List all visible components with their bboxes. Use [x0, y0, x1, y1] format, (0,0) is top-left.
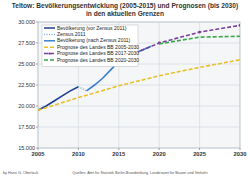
- legend-swatch: [44, 27, 55, 29]
- legend-label: Bevölkerung (vor Zensus 2011): [57, 25, 127, 31]
- source: Quellen: Amt für Statistik Berlin-Brande…: [72, 171, 208, 175]
- x-tick-label: 2025: [193, 151, 207, 157]
- x-tick-label: 2015: [112, 151, 126, 157]
- grid-line: [240, 22, 241, 148]
- legend-swatch: [44, 46, 55, 48]
- legend-swatch: [44, 40, 55, 42]
- grid-line: [38, 106, 240, 107]
- tick: [199, 148, 200, 150]
- legend-swatch: [44, 34, 55, 36]
- plot-area: [38, 22, 240, 148]
- legend-label: Prognose des Landes BB 2017-2030: [57, 50, 139, 56]
- title: Teltow: Bevölkerungsentwicklung (2005-20…: [12, 2, 238, 17]
- legend-label: Zensus 2011: [57, 31, 86, 37]
- legend-swatch: [44, 59, 55, 61]
- series-line: [38, 60, 240, 110]
- tick: [78, 148, 79, 150]
- x-tick-label: 2020: [153, 151, 166, 157]
- author: by Hans G. Oberlack: [3, 171, 38, 175]
- legend-label: Bevölkerung (nach Zensus 2011): [57, 37, 131, 43]
- legend-label: Prognose des Landes BB 2005-2030: [57, 44, 139, 50]
- x-tick-label: 2005: [32, 151, 46, 157]
- series-line: [78, 87, 86, 91]
- grid-line: [38, 127, 240, 128]
- marker: [239, 24, 240, 27]
- y-tick-label: 30.000: [18, 19, 35, 25]
- grid-line: [38, 22, 39, 148]
- grid-line: [38, 148, 240, 149]
- series-line: [38, 87, 78, 111]
- legend-label: Prognose des Landes BB 2020-2030: [57, 57, 139, 63]
- legend-marker: [48, 52, 50, 54]
- tick: [240, 148, 241, 150]
- legend-swatch: [44, 53, 55, 55]
- marker: [198, 31, 201, 34]
- x-tick-label: 2030: [234, 151, 247, 157]
- y-tick-label: 17.500: [18, 124, 35, 130]
- grid-line: [199, 22, 200, 148]
- y-tick-label: 27.500: [18, 40, 35, 46]
- grid-line: [38, 85, 240, 86]
- y-tick-label: 20.000: [18, 103, 35, 109]
- title-line: in den aktuellen Grenzen: [86, 10, 164, 17]
- tick: [118, 148, 119, 150]
- tick: [159, 148, 160, 150]
- x-tick-label: 2010: [72, 151, 85, 157]
- tick: [38, 148, 39, 150]
- grid-line: [38, 22, 240, 23]
- series-group: [38, 24, 240, 110]
- y-tick-label: 22.500: [18, 82, 35, 88]
- series-line: [135, 25, 240, 53]
- grid-line: [159, 22, 160, 148]
- y-tick-label: 25.000: [18, 61, 35, 67]
- chart: Teltow: Bevölkerungsentwicklung (2005-20…: [0, 0, 250, 177]
- series-line: [159, 36, 240, 44]
